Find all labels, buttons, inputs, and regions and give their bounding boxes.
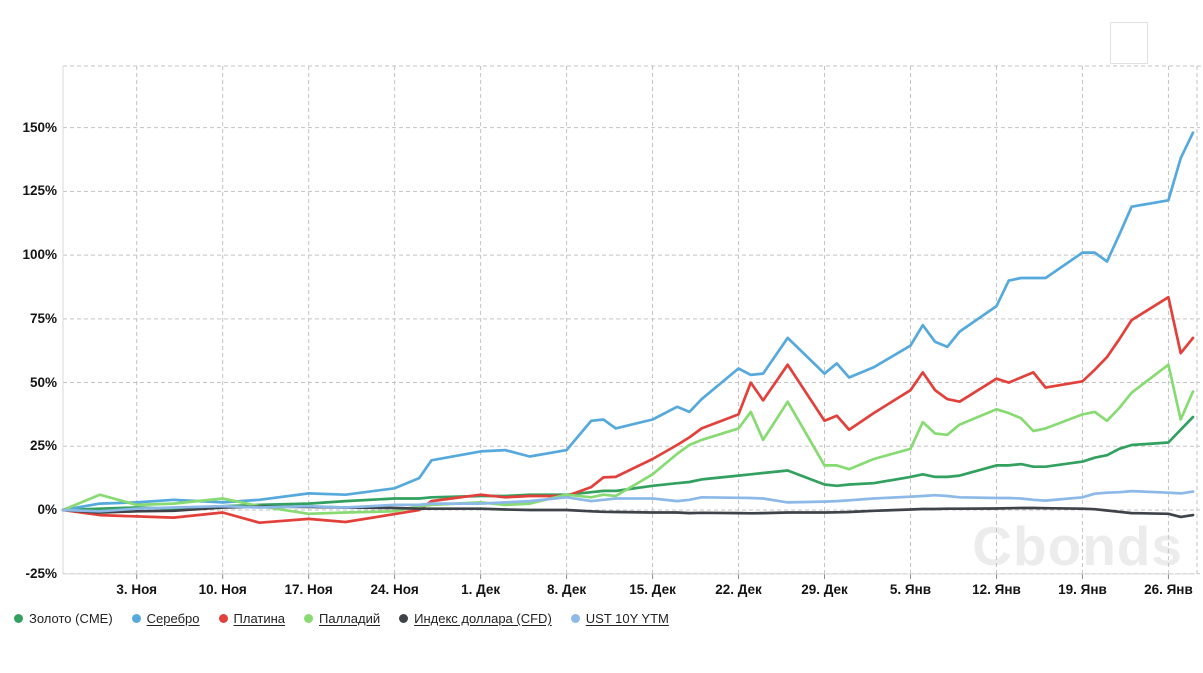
y-axis-label: -25% [25,565,57,581]
legend-dot-palladium [304,614,314,623]
logo-placeholder-box [1110,22,1148,64]
series-line-ust-10y-ytm [61,489,1195,513]
x-axis-label: 3. Ноя [116,582,158,597]
y-axis-label: 125% [22,183,57,199]
x-axis-label: 1. Дек [461,582,501,597]
legend-item-platinum[interactable]: Платина [218,611,286,626]
y-axis-label: 25% [29,438,57,454]
x-axis-label: 24. Ноя [370,582,419,597]
legend: Золото (CME) Серебро Платина Палладий Индекс… [14,611,669,626]
legend-item-dollar-index-cfd[interactable]: Индекс доллара (CFD) [399,611,552,626]
series-line-dollar-index-cfd [61,505,1195,519]
legend-dot-silver [131,614,141,623]
legend-label-platinum: Платина [233,611,286,626]
x-axis-label: 17. Ноя [284,582,333,597]
legend-dot-platinum [218,614,228,623]
series-line-silver [61,131,1195,512]
legend-label-silver: Серебро [146,611,200,626]
legend-dot-ust-10y-ytm [570,614,580,623]
legend-label-ust-10y-ytm: UST 10Y YTM [585,611,669,626]
x-axis-label: 12. Янв [972,582,1021,597]
y-axis-label: 100% [22,247,57,263]
x-axis-label: 8. Дек [547,582,587,597]
x-axis-label: 19. Янв [1058,582,1107,597]
legend-label-gold-cme: Золото (CME) [29,611,113,626]
x-axis-label: 15. Дек [629,582,676,597]
legend-item-gold-cme[interactable]: Золото (CME) [14,611,113,626]
legend-label-dollar-index-cfd: Индекс доллара (CFD) [414,611,552,626]
series-line-palladium [61,363,1195,516]
x-axis-label: 5. Янв [889,582,932,597]
y-axis-label: 75% [29,310,57,326]
legend-label-palladium: Палладий [319,611,381,626]
legend-item-silver[interactable]: Серебро [131,611,200,626]
series-line-platinum [61,295,1195,525]
x-axis-label: 22. Дек [715,582,762,597]
series-line-gold-cme [61,415,1195,512]
y-axis-label: 0% [37,502,57,517]
x-axis-label: 29. Дек [801,582,848,597]
x-axis-label: 10. Ноя [198,582,247,597]
legend-item-palladium[interactable]: Палладий [304,611,380,626]
legend-dot-gold-cme [14,614,23,623]
cbonds-watermark: Cbonds [972,515,1183,577]
legend-item-ust-10y-ytm[interactable]: UST 10Y YTM [570,611,669,626]
y-axis-label: 150% [22,119,57,135]
x-axis-label: 26. Янв [1144,582,1193,597]
legend-dot-dollar-index-cfd [399,614,409,623]
y-axis-label: 50% [29,374,57,390]
